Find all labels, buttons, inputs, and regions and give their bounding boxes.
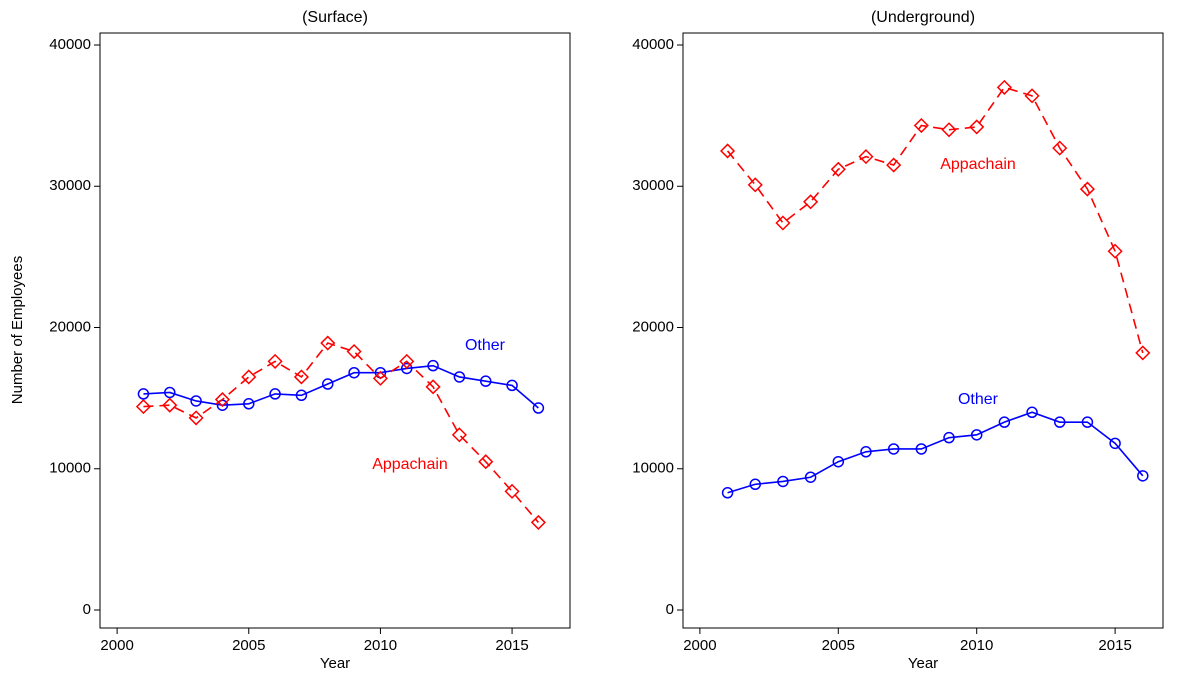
point [804, 471, 817, 483]
point [478, 454, 494, 470]
point [1052, 140, 1068, 156]
point [530, 514, 546, 530]
y-tick-label: 0 [666, 601, 674, 618]
point [267, 353, 283, 369]
point [1137, 470, 1149, 482]
point [532, 402, 545, 414]
point [970, 429, 983, 441]
point [293, 369, 309, 385]
point [886, 157, 902, 173]
x-tick-label: 2000 [100, 637, 133, 654]
point [1026, 406, 1038, 419]
point [1024, 88, 1040, 104]
point [164, 386, 176, 399]
point [137, 388, 150, 400]
point [1107, 243, 1123, 259]
point [320, 335, 336, 351]
series-label: Other [465, 337, 506, 354]
x-tick-label: 2015 [495, 637, 528, 654]
plot-frame [99, 32, 571, 629]
point [777, 475, 789, 488]
series-label: Appachain [372, 456, 448, 473]
series-line [726, 86, 1144, 354]
point [479, 375, 492, 387]
point [775, 215, 791, 231]
point [943, 431, 955, 444]
point [1053, 416, 1066, 428]
point [721, 487, 734, 499]
point [1109, 437, 1121, 450]
point [243, 398, 255, 410]
point [832, 455, 845, 468]
point [451, 427, 467, 443]
point [427, 359, 439, 372]
x-axis-label: Year [908, 655, 938, 672]
point [241, 369, 257, 385]
series-line [727, 411, 1144, 494]
y-tick-label: 30000 [49, 177, 91, 194]
x-tick-label: 2005 [232, 637, 265, 654]
x-tick-label: 2000 [683, 637, 716, 654]
point [915, 443, 928, 455]
point [188, 410, 204, 426]
point [135, 399, 152, 415]
point [190, 395, 202, 407]
point [162, 397, 178, 413]
series-line [143, 364, 539, 409]
point [998, 416, 1011, 428]
point [830, 161, 846, 177]
point [1081, 416, 1094, 428]
y-axis-label: Number of Employees [9, 256, 26, 404]
panel-title: (Surface) [302, 9, 368, 26]
point [887, 443, 900, 455]
panel: (Underground) Year 0 10000 20000 30000 40000 20… [632, 9, 1164, 672]
series-line [143, 342, 540, 523]
point [504, 483, 520, 499]
point [803, 194, 819, 210]
point [372, 370, 388, 386]
panel: (Surface) Year Number of Employees 0 10000 20… [9, 9, 571, 672]
point [996, 79, 1012, 95]
y-tick-label: 40000 [49, 36, 91, 53]
y-tick-label: 0 [83, 601, 91, 618]
x-tick-label: 2015 [1098, 637, 1131, 654]
point [1079, 181, 1095, 197]
y-tick-label: 40000 [632, 36, 674, 53]
series-label: Appachain [940, 156, 1016, 173]
point [1135, 345, 1151, 361]
point [749, 478, 761, 491]
x-tick-label: 2010 [364, 637, 397, 654]
point [322, 378, 334, 390]
point [348, 366, 360, 379]
point [425, 379, 441, 395]
point [913, 117, 929, 134]
point [269, 388, 281, 400]
point [747, 177, 763, 193]
x-tick-label: 2005 [822, 637, 855, 654]
point [214, 391, 230, 408]
x-axis-label: Year [320, 655, 350, 672]
point [453, 371, 466, 383]
point [346, 343, 362, 360]
x-tick-label: 2010 [960, 637, 993, 654]
y-tick-label: 10000 [632, 460, 674, 477]
y-tick-label: 20000 [49, 318, 91, 335]
point [858, 149, 874, 165]
y-tick-label: 30000 [632, 177, 674, 194]
point [295, 389, 308, 402]
point [720, 143, 736, 159]
point [860, 446, 872, 458]
point [506, 379, 518, 392]
y-tick-label: 10000 [49, 460, 91, 477]
panel-title: (Underground) [871, 9, 975, 26]
point [399, 353, 415, 369]
plot-frame [682, 32, 1164, 629]
series-label: Other [958, 391, 999, 408]
point [401, 362, 413, 375]
point [941, 122, 957, 138]
y-tick-label: 20000 [632, 318, 674, 335]
point [969, 119, 985, 135]
